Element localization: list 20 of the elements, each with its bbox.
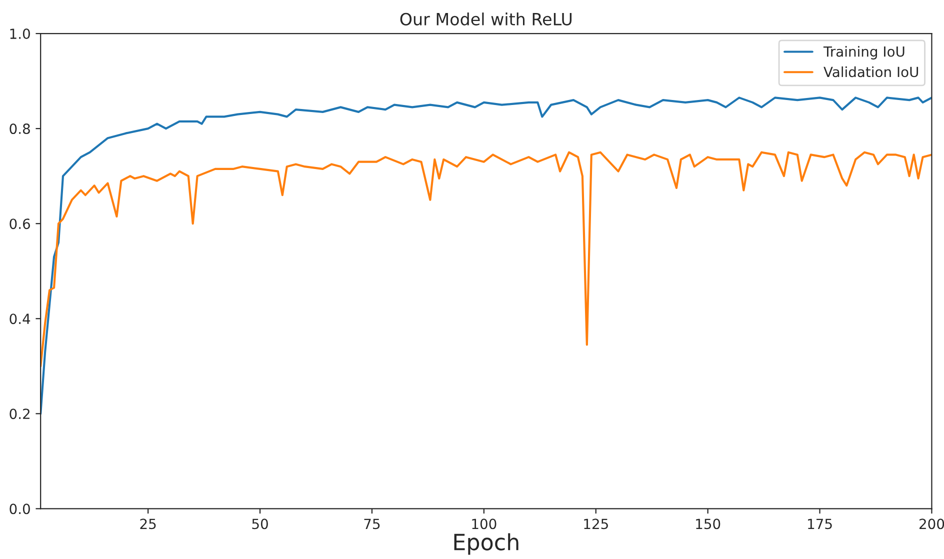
x-tick-label: 75 [364,518,380,530]
line-series [40,96,932,415]
y-tick-label: 0.8 [10,124,30,134]
x-tick-label: 50 [252,518,268,530]
x-tick-label: 175 [808,518,832,530]
x-tick-label: 100 [472,518,496,530]
legend-label: Validation IoU [824,66,918,78]
y-tick-label: 0.4 [10,314,30,324]
chart-title: Our Model with ReLU [400,12,572,26]
x-tick-label: 25 [140,518,156,530]
line-series [40,151,932,368]
legend-label: Training IoU [823,46,904,60]
y-tick-label: 0.0 [10,504,30,514]
x-tick-label: 200 [919,518,944,530]
y-tick-label: 0.2 [10,408,30,420]
y-tick-label: 1.0 [10,28,30,40]
x-axis-title: Epoch [454,533,518,555]
x-tick-label: 150 [696,518,720,530]
y-tick-label: 0.6 [10,218,30,230]
x-tick-label: 125 [584,518,608,530]
